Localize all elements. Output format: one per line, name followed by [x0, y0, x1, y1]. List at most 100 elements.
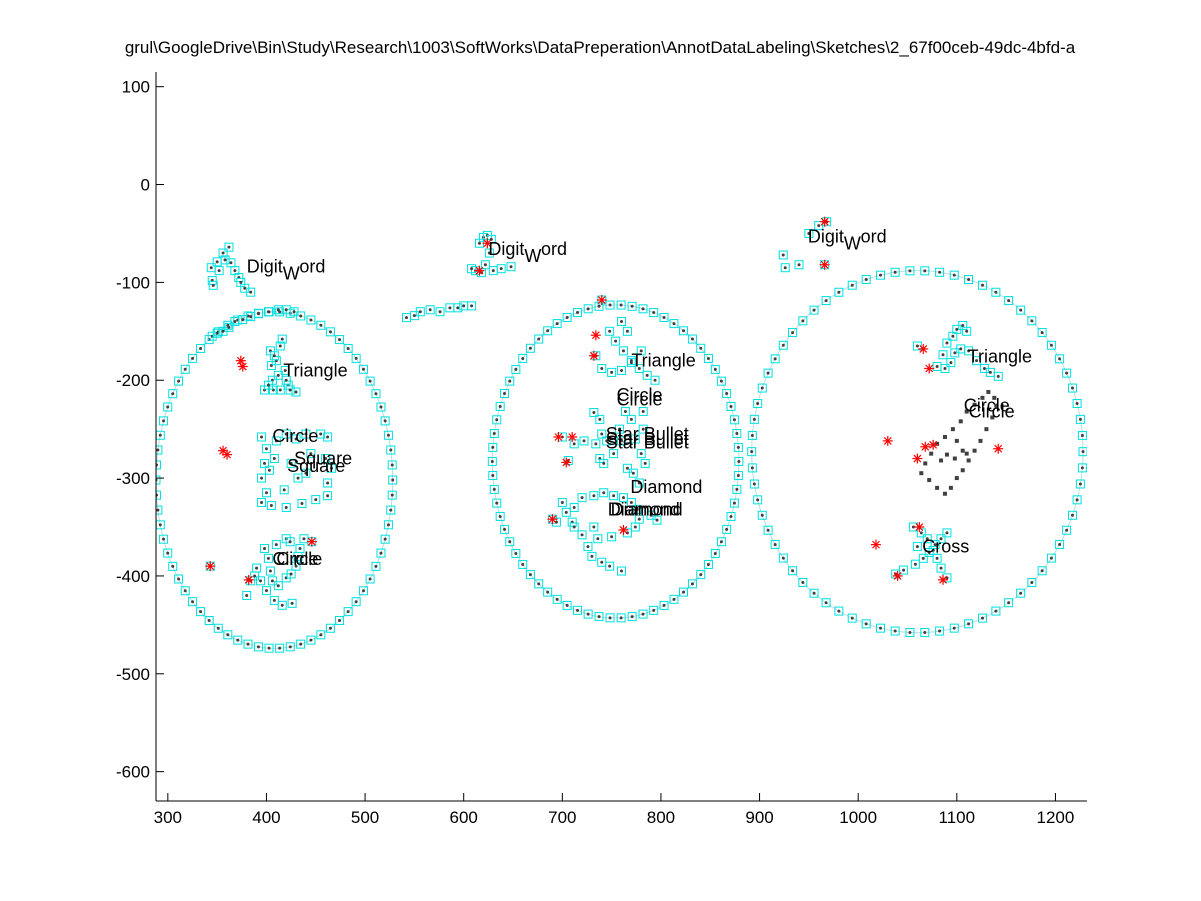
sample-point — [243, 286, 247, 290]
sample-point — [209, 266, 213, 270]
sample-box — [627, 612, 637, 622]
sample-box — [335, 335, 345, 345]
shape-label: Triangle — [968, 347, 1032, 367]
sample-point — [756, 498, 760, 502]
sample-box — [636, 449, 646, 459]
sample-point — [608, 564, 612, 568]
sample-point — [514, 551, 518, 555]
sample-point — [952, 456, 957, 461]
sample-box — [266, 361, 276, 371]
sample-point — [1030, 581, 1034, 585]
sample-point — [199, 610, 203, 614]
sample-box — [180, 364, 190, 374]
sample-box — [1062, 368, 1072, 378]
endpoint-marker — [870, 539, 881, 550]
shape-label-text: Triangle — [631, 351, 695, 371]
sample-point — [641, 612, 645, 616]
sample-point — [462, 304, 466, 308]
sample-box — [306, 449, 316, 459]
sample-box — [351, 353, 361, 363]
shape-label: DigitWord — [247, 257, 326, 284]
sample-box — [316, 429, 326, 439]
sample-point — [162, 419, 166, 423]
sample-point — [158, 433, 162, 437]
sample-point — [737, 459, 741, 463]
stroke-cluster-10 — [547, 488, 662, 576]
sample-point — [629, 417, 633, 421]
sample-box — [696, 343, 706, 353]
sample-box — [964, 275, 974, 285]
sample-point — [837, 290, 841, 294]
sample-point — [923, 631, 927, 635]
sample-point — [565, 603, 569, 607]
sample-box — [821, 598, 831, 608]
sample-box — [847, 613, 857, 623]
sample-point — [837, 609, 841, 613]
sample-point — [944, 452, 949, 457]
shape-label-text: Diamond — [630, 477, 702, 497]
sample-box — [1067, 383, 1077, 393]
sample-point — [1078, 482, 1082, 486]
sample-point — [171, 564, 175, 568]
sample-point — [637, 517, 641, 521]
sample-point — [217, 269, 221, 273]
endpoint-stroke — [939, 575, 947, 584]
stroke-cluster-15 — [919, 389, 999, 496]
sample-point — [960, 448, 965, 453]
sample-box — [733, 470, 743, 480]
sample-box — [236, 277, 246, 287]
sample-point — [259, 579, 263, 583]
sample-point — [162, 537, 166, 541]
sample-box — [599, 488, 609, 498]
sample-point — [939, 566, 943, 570]
endpoint-marker — [205, 561, 216, 572]
sample-point — [274, 543, 278, 547]
sample-box — [289, 307, 299, 317]
sample-box — [722, 389, 732, 399]
sample-box — [156, 445, 163, 455]
sample-point — [592, 525, 596, 529]
sample-point — [812, 308, 816, 312]
stroke-endpoints — [205, 216, 1004, 585]
shape-label: Triangle — [631, 351, 695, 371]
sample-point — [736, 445, 740, 449]
sample-box — [287, 598, 297, 608]
sample-point — [229, 261, 233, 265]
sample-point — [850, 616, 854, 620]
sample-box — [932, 553, 942, 563]
sample-box — [611, 336, 621, 346]
sample-box — [1078, 447, 1087, 457]
sample-box — [293, 473, 303, 483]
sample-box — [918, 553, 928, 563]
sample-point — [878, 626, 882, 630]
sample-point — [629, 501, 633, 505]
sample-point — [608, 303, 612, 307]
sample-box — [323, 478, 333, 488]
endpoint-marker — [618, 524, 629, 535]
sample-point — [156, 448, 160, 452]
shape-label: Circle — [276, 549, 322, 569]
sample-box — [168, 389, 178, 399]
sample-box — [281, 429, 291, 439]
sample-box — [649, 308, 659, 318]
sample-box — [622, 463, 632, 473]
sample-box — [569, 439, 579, 449]
shape-label: Diamond — [611, 499, 683, 519]
sample-box — [602, 436, 612, 446]
sample-point — [586, 612, 590, 616]
x-tick-label: 1100 — [939, 808, 976, 827]
sample-box — [642, 370, 652, 380]
sample-point — [278, 344, 282, 348]
sample-point — [699, 346, 703, 350]
shape-label-text: Digit — [488, 239, 524, 259]
sample-box — [733, 442, 743, 452]
sample-point — [732, 501, 736, 505]
sample-point — [272, 354, 276, 358]
sample-point — [967, 278, 971, 282]
sample-box — [747, 463, 757, 473]
sample-point — [760, 386, 764, 390]
sample-box — [650, 375, 660, 385]
sample-box — [562, 312, 572, 322]
endpoint-stroke — [219, 446, 227, 455]
